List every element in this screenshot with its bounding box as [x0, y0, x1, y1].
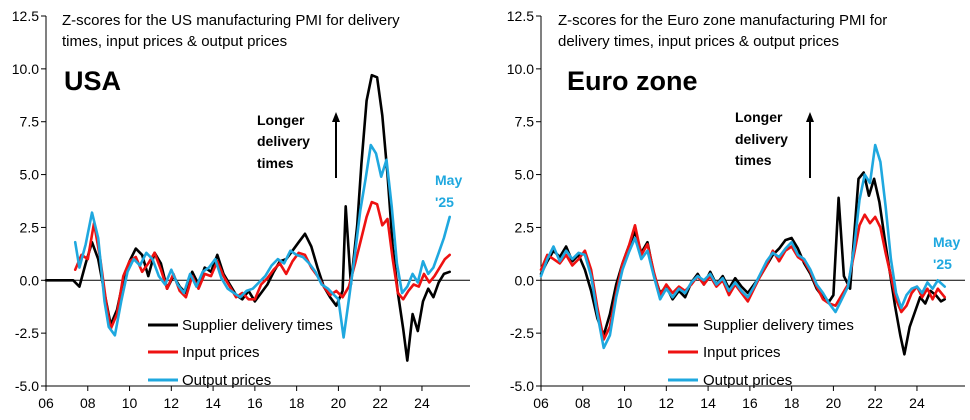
x-tick-label: 06 [533, 395, 549, 411]
x-tick-label: 08 [80, 395, 96, 411]
series-line-output [539, 143, 946, 350]
latest-label: '25 [435, 194, 454, 210]
chart-title: times, input prices & output prices [62, 33, 287, 50]
chart-panel-usa: -5.0 -2.5 0.0 2.5 5.0 7.5 10.0 12.5 06 08 10 12 14 16… [12, 8, 470, 411]
x-tick-label: 12 [659, 395, 675, 411]
y-tick-label: 0.0 [515, 272, 535, 288]
arrowhead-icon [806, 112, 814, 122]
latest-label: '25 [933, 256, 952, 272]
y-tick-label: 5.0 [515, 167, 535, 183]
x-tick-label: 12 [164, 395, 180, 411]
chart-panel-euro-zone: -5.0 -2.5 0.0 2.5 5.0 7.5 10.0 12.5 06 08 10 12 14 16… [507, 8, 965, 411]
legend-label: Output prices [182, 372, 271, 389]
x-tick-label: 10 [122, 395, 138, 411]
annotation-label: delivery [257, 133, 310, 149]
x-tick-label: 24 [909, 395, 925, 411]
annotation-label: Longer [257, 112, 305, 128]
y-tick-label: 5.0 [20, 167, 40, 183]
x-tick-label: 20 [331, 395, 347, 411]
arrowhead-icon [332, 112, 340, 122]
annotation-label: delivery [735, 131, 788, 147]
x-tick-label: 06 [38, 395, 54, 411]
x-tick-label: 14 [700, 395, 716, 411]
y-tick-label: 12.5 [12, 8, 39, 24]
y-tick-label: 2.5 [20, 219, 40, 235]
x-tick-label: 18 [289, 395, 305, 411]
y-tick-label: 10.0 [12, 61, 39, 77]
series-line-supplier [44, 73, 451, 362]
x-tick-label: 16 [742, 395, 758, 411]
legend-label: Supplier delivery times [703, 317, 854, 334]
y-tick-label: 7.5 [20, 114, 40, 130]
latest-label: May [435, 172, 462, 188]
x-tick-label: 14 [205, 395, 221, 411]
chart-title: delivery times, input prices & output pr… [558, 33, 839, 50]
chart-title: Z-scores for the US manufacturing PMI fo… [62, 12, 400, 29]
y-tick-label: 0.0 [20, 272, 40, 288]
x-tick-label: 16 [247, 395, 263, 411]
region-label: USA [64, 66, 121, 96]
chart-title: Z-scores for the Euro zone manufacturing… [558, 12, 887, 29]
x-tick-label: 10 [617, 395, 633, 411]
x-tick-label: 08 [575, 395, 591, 411]
legend-label: Output prices [703, 372, 792, 389]
y-tick-label: 2.5 [515, 219, 535, 235]
x-tick-label: 18 [784, 395, 800, 411]
y-tick-label: 7.5 [515, 114, 535, 130]
legend-label: Supplier delivery times [182, 317, 333, 334]
legend-label: Input prices [182, 344, 260, 361]
y-tick-label: -5.0 [510, 378, 534, 394]
annotation-label: Longer [735, 109, 783, 125]
series-line-output [73, 143, 451, 339]
x-tick-label: 20 [826, 395, 842, 411]
y-tick-label: -2.5 [510, 325, 534, 341]
latest-label: May [933, 234, 960, 250]
annotation-label: times [257, 155, 294, 171]
annotation-label: times [735, 152, 772, 168]
y-tick-label: -5.0 [15, 378, 39, 394]
y-tick-label: -2.5 [15, 325, 39, 341]
x-tick-label: 24 [414, 395, 430, 411]
x-tick-label: 22 [867, 395, 883, 411]
x-tick-label: 22 [372, 395, 388, 411]
y-tick-label: 12.5 [507, 8, 534, 24]
region-label: Euro zone [567, 66, 698, 96]
legend-label: Input prices [703, 344, 781, 361]
y-tick-label: 10.0 [507, 61, 534, 77]
